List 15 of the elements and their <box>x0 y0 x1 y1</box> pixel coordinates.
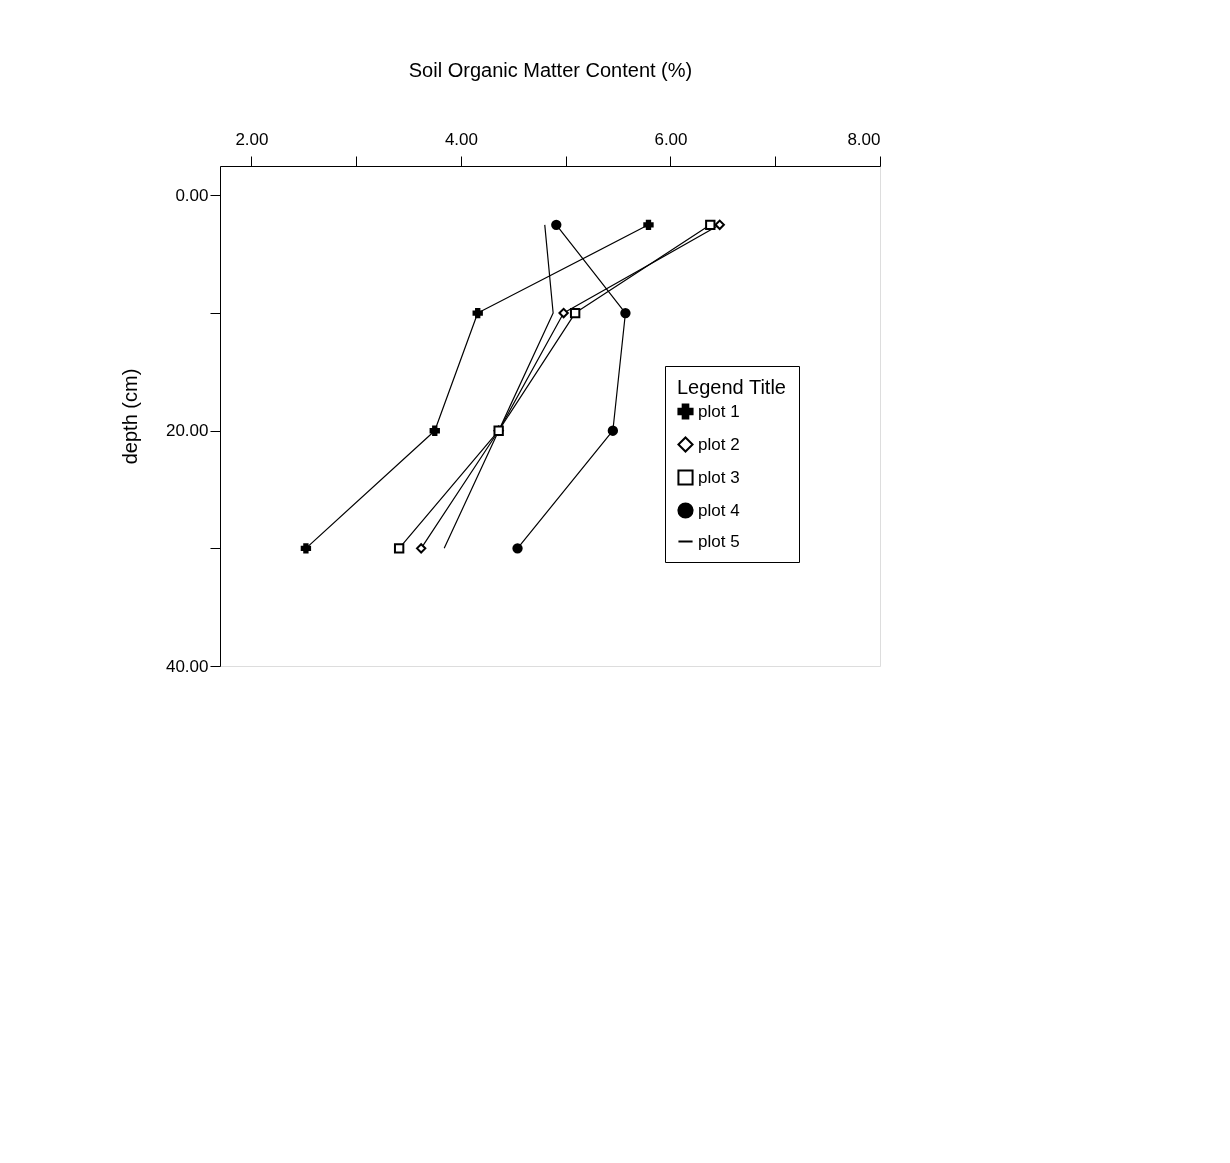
x-tick-label: 4.00 <box>444 129 478 149</box>
y-tick-label: 40.00 <box>165 656 209 676</box>
y-axis-title: depth (cm) <box>118 368 141 465</box>
x-axis-title: Soil Organic Matter Content (%) <box>408 58 693 81</box>
y-tick-label: 20.00 <box>165 421 209 441</box>
legend-title: Legend Title <box>677 376 786 398</box>
legend-label: plot 4 <box>698 500 740 520</box>
legend-label: plot 3 <box>698 467 740 487</box>
x-tick-label: 2.00 <box>235 129 269 149</box>
x-tick-label: 6.00 <box>654 129 688 149</box>
legend-label: plot 1 <box>698 401 740 421</box>
x-tick-label: 8.00 <box>847 129 881 149</box>
legend-label: plot 2 <box>698 434 740 454</box>
y-tick-label: 0.00 <box>175 185 209 205</box>
legend-label: plot 5 <box>698 531 740 551</box>
